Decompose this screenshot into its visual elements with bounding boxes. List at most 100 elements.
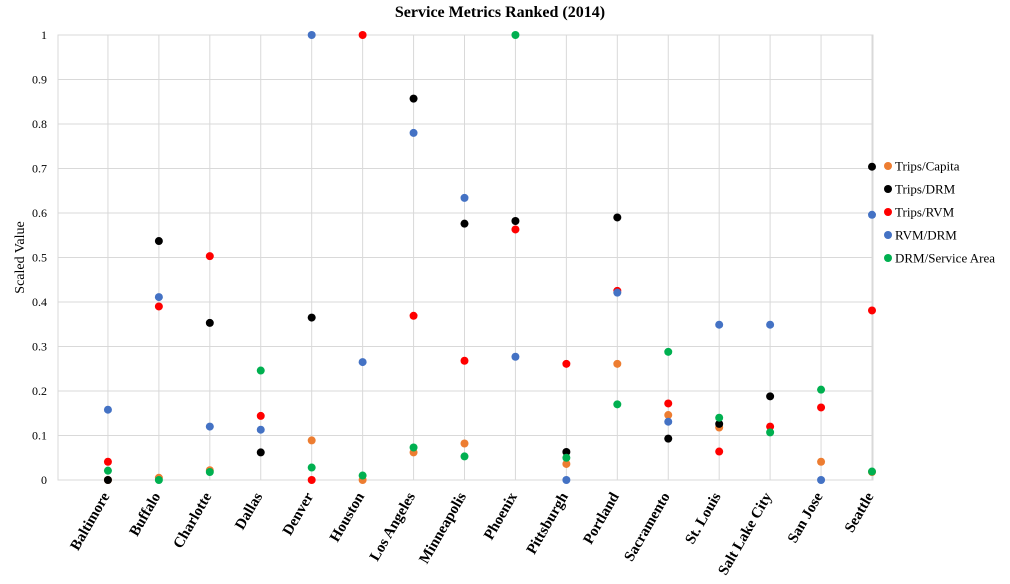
- data-point: [409, 311, 418, 320]
- data-point: [562, 476, 571, 484]
- legend-entry: Trips/Capita: [895, 159, 960, 174]
- data-point: [205, 422, 214, 431]
- data-point: [460, 219, 469, 228]
- data-point: [562, 447, 571, 456]
- x-tick-label: San Jose: [785, 490, 827, 546]
- data-point: [817, 457, 826, 466]
- data-point: [307, 436, 316, 445]
- legend: Trips/Capita Trips/DRM Trips/RVM RVM/DRM DRM…: [884, 159, 995, 266]
- data-points: [103, 31, 876, 484]
- legend-marker: [884, 162, 892, 170]
- data-point: [103, 466, 112, 475]
- legend-marker: [884, 231, 892, 239]
- data-point: [256, 448, 265, 457]
- x-tick-label: Pittsburgh: [524, 489, 572, 557]
- data-point: [613, 288, 622, 297]
- x-tick-label: Los Angeles: [367, 490, 419, 564]
- legend-entry: DRM/Service Area: [895, 251, 995, 266]
- data-point: [766, 392, 775, 401]
- data-point: [154, 293, 163, 302]
- x-tick-label: Denver: [280, 490, 317, 539]
- data-point: [766, 422, 775, 431]
- data-point: [154, 237, 163, 246]
- data-point: [154, 302, 163, 311]
- y-tick-label: 0.9: [32, 73, 47, 87]
- y-tick-label: 0.7: [32, 162, 47, 176]
- data-point: [562, 459, 571, 468]
- data-point: [409, 94, 418, 103]
- x-tick-label: Phoenix: [481, 490, 521, 543]
- x-tick-label: St. Louis: [682, 490, 724, 547]
- data-point: [256, 366, 265, 375]
- y-tick-label: 1: [41, 28, 47, 42]
- data-point: [205, 467, 214, 476]
- data-point: [868, 467, 876, 476]
- data-point: [715, 419, 724, 428]
- plot-area: [57, 34, 874, 481]
- data-point: [205, 252, 214, 261]
- data-point: [358, 31, 367, 39]
- legend-marker: [884, 185, 892, 193]
- data-point: [358, 471, 367, 480]
- data-point: [307, 476, 316, 484]
- data-point: [664, 347, 673, 356]
- data-point: [103, 405, 112, 414]
- data-point: [103, 476, 112, 484]
- data-point: [307, 313, 316, 322]
- data-point: [511, 225, 520, 234]
- data-point: [664, 411, 673, 420]
- x-tick-label: Baltimore: [68, 490, 114, 554]
- legend-marker: [884, 254, 892, 262]
- y-tick-label: 0.4: [32, 295, 47, 309]
- y-tick-label: 0: [41, 473, 47, 487]
- y-tick-label: 0.5: [32, 251, 47, 265]
- grid-lines: [58, 34, 873, 481]
- y-axis-ticks: 0 0.1 0.2 0.3 0.4 0.5 0.6 0.7 0.8 0.9 1: [32, 28, 47, 487]
- y-tick-label: 0.3: [32, 340, 47, 354]
- x-tick-label: Portland: [581, 489, 624, 547]
- data-point: [256, 425, 265, 434]
- chart-title: Service Metrics Ranked (2014): [395, 4, 605, 21]
- data-point: [256, 411, 265, 420]
- data-point: [511, 352, 520, 361]
- y-tick-label: 0.8: [32, 117, 47, 131]
- data-point: [868, 210, 876, 219]
- x-tick-label: Sacramento: [622, 490, 674, 564]
- data-point: [868, 162, 876, 171]
- x-tick-label: Dallas: [232, 490, 266, 533]
- y-tick-label: 0.2: [32, 384, 47, 398]
- data-point: [307, 463, 316, 472]
- data-point: [868, 306, 876, 315]
- y-axis-label: Scaled Value: [13, 221, 28, 293]
- data-point: [205, 318, 214, 327]
- x-tick-label: Buffalo: [127, 490, 165, 539]
- y-tick-label: 0.1: [32, 429, 47, 443]
- data-point: [715, 447, 724, 456]
- legend-marker: [884, 208, 892, 216]
- x-axis-ticks: Baltimore Buffalo Charlotte Dallas Denver Hou…: [68, 489, 878, 578]
- data-point: [562, 453, 571, 462]
- x-tick-label: Seattle: [842, 490, 878, 536]
- data-point: [358, 358, 367, 367]
- data-point: [664, 434, 673, 443]
- y-tick-label: 0.6: [32, 206, 47, 220]
- x-tick-label: Salt Lake City: [715, 490, 775, 579]
- data-point: [613, 400, 622, 409]
- data-point: [460, 356, 469, 365]
- legend-entry: Trips/DRM: [895, 182, 956, 197]
- data-point: [154, 476, 163, 484]
- x-tick-label: Houston: [327, 489, 368, 544]
- data-point: [409, 128, 418, 137]
- legend-entry: RVM/DRM: [895, 228, 957, 243]
- data-point: [766, 320, 775, 329]
- data-point: [562, 359, 571, 368]
- data-point: [715, 320, 724, 329]
- data-point: [817, 476, 826, 484]
- legend-entry: Trips/RVM: [895, 205, 955, 220]
- data-point: [511, 31, 520, 39]
- data-point: [103, 457, 112, 466]
- data-point: [613, 213, 622, 222]
- data-point: [664, 417, 673, 426]
- data-point: [664, 399, 673, 408]
